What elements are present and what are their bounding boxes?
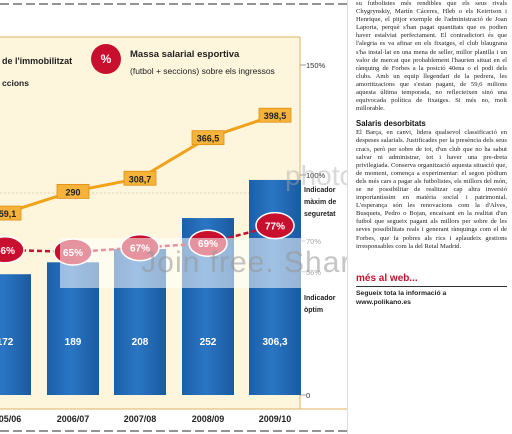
annotation-max-line3: seguretat [304, 211, 336, 218]
ratio-point-label: 65% [63, 248, 83, 259]
right-axis-tick-label: 0 [306, 391, 310, 400]
income-point-label: 308,7 [129, 174, 152, 184]
ratio-point-label: 66% [0, 246, 15, 257]
annotation-optimal-line2: òptim [304, 307, 323, 314]
bar-value-label: 252 [200, 337, 217, 348]
income-point-label: 290 [65, 187, 80, 197]
x-tick-label: 2007/08 [124, 414, 157, 424]
footer-link[interactable]: www.polikano.es [356, 298, 411, 306]
watermark-brand: photo [285, 160, 356, 191]
legend-percent-symbol: % [101, 52, 112, 66]
x-tick-label: 2005/06 [0, 414, 21, 424]
bar-value-label: 172 [0, 337, 14, 348]
right-axis-tick-label: 150% [306, 61, 326, 70]
legend-left-line2: ccions [2, 78, 29, 88]
x-tick-label: 2006/07 [57, 414, 90, 424]
income-point-label: 259,1 [0, 209, 16, 219]
annotation-max-line2: màxim de [304, 199, 336, 206]
article-column: su futbolistes més rendibles que els seu… [347, 0, 512, 434]
ratio-point-label: 67% [130, 244, 150, 255]
right-axis-tick-label: 70% [306, 237, 321, 246]
bar-2007/08 [114, 248, 166, 395]
income-point-box [258, 107, 292, 123]
annotation-optimal-line1: Indicador [304, 295, 336, 302]
legend-ratio-subtitle: (futbol + seccions) sobre els ingressos [130, 66, 275, 76]
right-axis-tick-label: 100% [306, 171, 326, 180]
income-point-label: 366,5 [197, 134, 220, 144]
income-line-group: 259,1 290 308,7 366,5 398,5 [0, 107, 292, 221]
article-subhead: Salaris desorbitats [356, 119, 426, 129]
ratio-point-badge [0, 236, 25, 264]
right-axis-tick-label: 56% [306, 268, 321, 277]
income-point-box [123, 170, 157, 186]
legend-left-line1: de l'immobilitzat [2, 56, 72, 66]
x-tick-label: 2008/09 [192, 414, 225, 424]
legend-percent-badge [91, 44, 121, 74]
ratio-point-label: 69% [198, 239, 218, 250]
more-on-web-title: més al web... [356, 272, 418, 284]
ratio-line [4, 224, 276, 254]
more-on-web-rule [356, 285, 507, 287]
annotation-max-line1: Indicador [304, 187, 336, 194]
bar-2005/06 [0, 274, 31, 395]
bar-value-label: 208 [132, 337, 149, 348]
chart-svg: de l'immobilitzat ccions % Massa salaria… [0, 3, 347, 432]
bar-value-label: 306,3 [262, 337, 287, 348]
article-paragraph-1: su futbolistes més rendibles que els seu… [356, 0, 507, 113]
bar-value-label: 189 [65, 337, 82, 348]
income-point-label: 398,5 [264, 111, 287, 121]
legend-ratio-title: Massa salarial esportiva [130, 49, 240, 60]
footer-line-2[interactable]: www.polikano.es [356, 298, 507, 307]
income-point-box [56, 183, 90, 199]
footer-line-1-text: Segueix tota la informació a [356, 289, 447, 297]
x-tick-label: 2009/10 [259, 414, 292, 424]
bar-2006/07 [47, 262, 99, 395]
article-paragraph-2: El Barça, en canvi, lidera qualsevol cla… [356, 129, 507, 250]
ratio-point-label: 77% [265, 222, 285, 233]
footer-line-1: Segueix tota la informació a [356, 289, 507, 298]
income-point-box [191, 130, 225, 146]
chart-panel: de l'immobilitzat ccions % Massa salaria… [0, 3, 347, 432]
income-point-box [0, 205, 22, 221]
